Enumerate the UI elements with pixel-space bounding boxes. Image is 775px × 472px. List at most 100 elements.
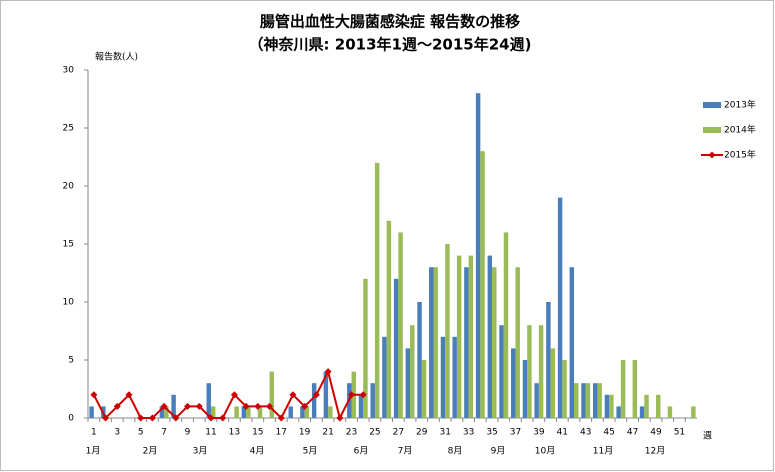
bar <box>206 383 211 418</box>
legend-label: 2014年 <box>724 124 756 136</box>
bar <box>593 383 598 418</box>
x-tick-label: 31 <box>439 428 450 438</box>
y-tick-label: 5 <box>68 356 74 366</box>
x-tick-label: 23 <box>346 428 357 438</box>
x-tick-label: 29 <box>416 428 428 438</box>
bar <box>492 267 497 418</box>
line-marker <box>266 402 274 410</box>
y-tick-label: 30 <box>63 66 75 76</box>
bar <box>374 162 380 418</box>
line-marker <box>324 368 332 376</box>
bar <box>393 278 399 418</box>
bar <box>433 267 438 418</box>
x-tick-label: 9 <box>185 428 191 438</box>
bar <box>421 360 427 418</box>
bar <box>609 394 614 418</box>
month-label: 11月 <box>593 446 613 457</box>
bar <box>557 197 563 418</box>
legend-label: 2015年 <box>724 149 756 161</box>
bar <box>562 360 567 418</box>
line-marker <box>348 391 356 399</box>
line-marker <box>195 402 203 410</box>
bar <box>304 406 310 418</box>
bar <box>691 406 696 418</box>
x-tick-label: 15 <box>252 428 263 438</box>
x-tick-label: 7 <box>161 428 167 438</box>
bar <box>288 406 293 418</box>
bar <box>370 383 375 418</box>
line-marker <box>137 414 145 422</box>
bar <box>585 383 591 418</box>
bar <box>656 394 661 418</box>
bar <box>417 302 422 418</box>
bar <box>440 336 446 418</box>
x-axis-label: 週 <box>703 431 712 442</box>
month-label: 9月 <box>491 446 506 457</box>
bar <box>550 348 556 418</box>
month-label: 12月 <box>645 446 665 457</box>
bar <box>171 394 176 418</box>
line-marker <box>125 391 133 399</box>
line-marker <box>230 391 238 399</box>
bar <box>527 325 532 418</box>
month-label: 8月 <box>448 446 463 457</box>
y-tick-label: 0 <box>68 414 74 424</box>
bar <box>429 267 434 418</box>
bar <box>210 406 216 418</box>
month-label: 6月 <box>354 446 369 457</box>
line-marker <box>219 414 227 422</box>
x-tick-label: 1 <box>91 428 97 438</box>
bar <box>382 336 387 418</box>
bar <box>515 267 520 418</box>
bar <box>644 394 649 418</box>
y-tick-label: 15 <box>63 240 74 250</box>
bar <box>164 406 169 418</box>
bar <box>503 232 509 418</box>
line-marker <box>160 402 168 410</box>
line-marker <box>172 414 180 422</box>
bar <box>620 360 626 418</box>
x-tick-label: 49 <box>650 428 662 438</box>
line-marker <box>359 391 367 399</box>
bar <box>452 336 457 418</box>
bar <box>538 325 544 418</box>
bar <box>363 278 368 418</box>
bar <box>358 394 364 418</box>
chart-subtitle: （神奈川県: 2013年1週～2015年24週) <box>249 36 532 54</box>
bar <box>475 93 481 418</box>
x-tick-label: 27 <box>393 428 404 438</box>
bar <box>574 383 579 418</box>
x-tick-label: 13 <box>229 428 240 438</box>
bar <box>546 302 551 418</box>
bar <box>328 406 333 418</box>
bar <box>398 232 403 418</box>
month-label: 2月 <box>143 446 158 457</box>
line-marker <box>301 402 309 410</box>
x-tick-label: 17 <box>276 428 287 438</box>
legend-marker <box>708 151 716 159</box>
bar <box>269 371 274 418</box>
bar <box>487 255 493 418</box>
line-marker <box>254 402 262 410</box>
x-tick-label: 37 <box>510 428 521 438</box>
bar <box>616 406 621 418</box>
y-axis-label: 報告数(人) <box>95 51 138 63</box>
line-marker <box>148 414 156 422</box>
line-marker <box>242 402 250 410</box>
bar <box>468 255 474 418</box>
x-tick-label: 25 <box>369 428 380 438</box>
y-tick-label: 10 <box>63 298 75 308</box>
bar <box>405 348 411 418</box>
bar <box>604 394 610 418</box>
bar <box>639 406 645 418</box>
bar <box>323 371 329 418</box>
bar <box>522 360 528 418</box>
line-marker <box>207 414 215 422</box>
x-tick-label: 45 <box>603 428 614 438</box>
bar <box>667 406 673 418</box>
x-tick-label: 11 <box>205 428 216 438</box>
line-marker <box>289 391 297 399</box>
bar <box>534 383 539 418</box>
bar <box>445 244 450 418</box>
